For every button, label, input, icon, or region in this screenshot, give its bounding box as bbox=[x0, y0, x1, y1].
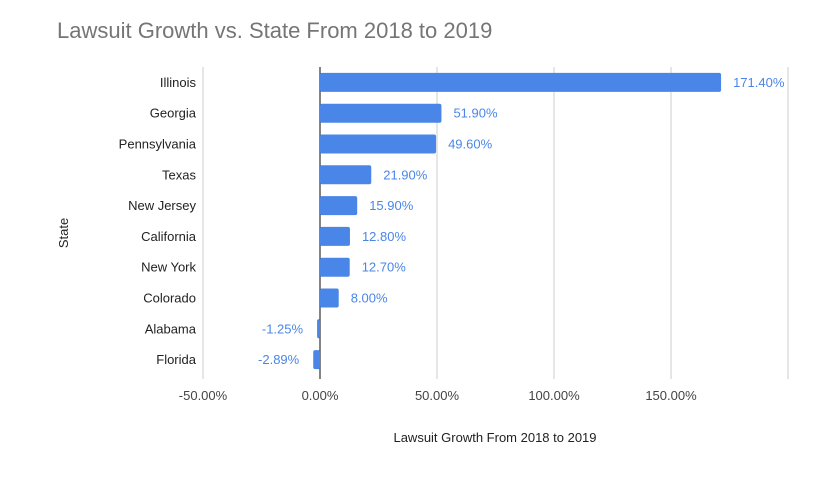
bar-colorado bbox=[320, 288, 339, 308]
bar-new-york bbox=[320, 257, 350, 277]
category-label: Illinois bbox=[160, 75, 197, 90]
category-label: California bbox=[141, 229, 197, 244]
bar-new-jersey bbox=[320, 196, 358, 216]
bar-layer bbox=[313, 72, 722, 370]
category-label: Alabama bbox=[145, 321, 197, 336]
x-tick-label: 0.00% bbox=[302, 388, 339, 403]
x-tick-label: 100.00% bbox=[528, 388, 580, 403]
category-label: New York bbox=[141, 260, 196, 275]
data-label: -2.89% bbox=[258, 352, 300, 367]
chart-title: Lawsuit Growth vs. State From 2018 to 20… bbox=[57, 18, 492, 43]
data-label: 8.00% bbox=[351, 291, 388, 306]
bar-illinois bbox=[320, 72, 722, 92]
y-axis-title: State bbox=[56, 218, 71, 248]
bar-alabama bbox=[317, 319, 320, 339]
data-label: 15.90% bbox=[369, 198, 414, 213]
bar-georgia bbox=[320, 103, 442, 123]
x-axis-title: Lawsuit Growth From 2018 to 2019 bbox=[393, 430, 596, 445]
label-layer: Illinois 171.40% Georgia 51.90% Pennsylvania… bbox=[119, 75, 785, 367]
data-label: 171.40% bbox=[733, 75, 785, 90]
x-tick-label: -50.00% bbox=[179, 388, 228, 403]
category-label: Georgia bbox=[150, 106, 197, 121]
x-axis-ticks: -50.00% 0.00% 50.00% 100.00% 150.00% bbox=[179, 388, 697, 403]
bar-florida bbox=[313, 350, 320, 370]
data-label: 12.80% bbox=[362, 229, 407, 244]
category-label: Colorado bbox=[143, 291, 196, 306]
data-label: 49.60% bbox=[448, 137, 493, 152]
data-label: 12.70% bbox=[362, 260, 407, 275]
category-label: Florida bbox=[156, 352, 197, 367]
data-label: 21.90% bbox=[383, 167, 428, 182]
category-label: New Jersey bbox=[128, 198, 196, 213]
x-tick-label: 150.00% bbox=[645, 388, 697, 403]
bar-pennsylvania bbox=[320, 134, 437, 154]
bar-texas bbox=[320, 165, 372, 185]
bar-california bbox=[320, 226, 350, 246]
x-tick-label: 50.00% bbox=[415, 388, 460, 403]
category-label: Texas bbox=[162, 167, 196, 182]
data-label: 51.90% bbox=[453, 106, 498, 121]
data-label: -1.25% bbox=[262, 321, 304, 336]
category-label: Pennsylvania bbox=[119, 137, 197, 152]
